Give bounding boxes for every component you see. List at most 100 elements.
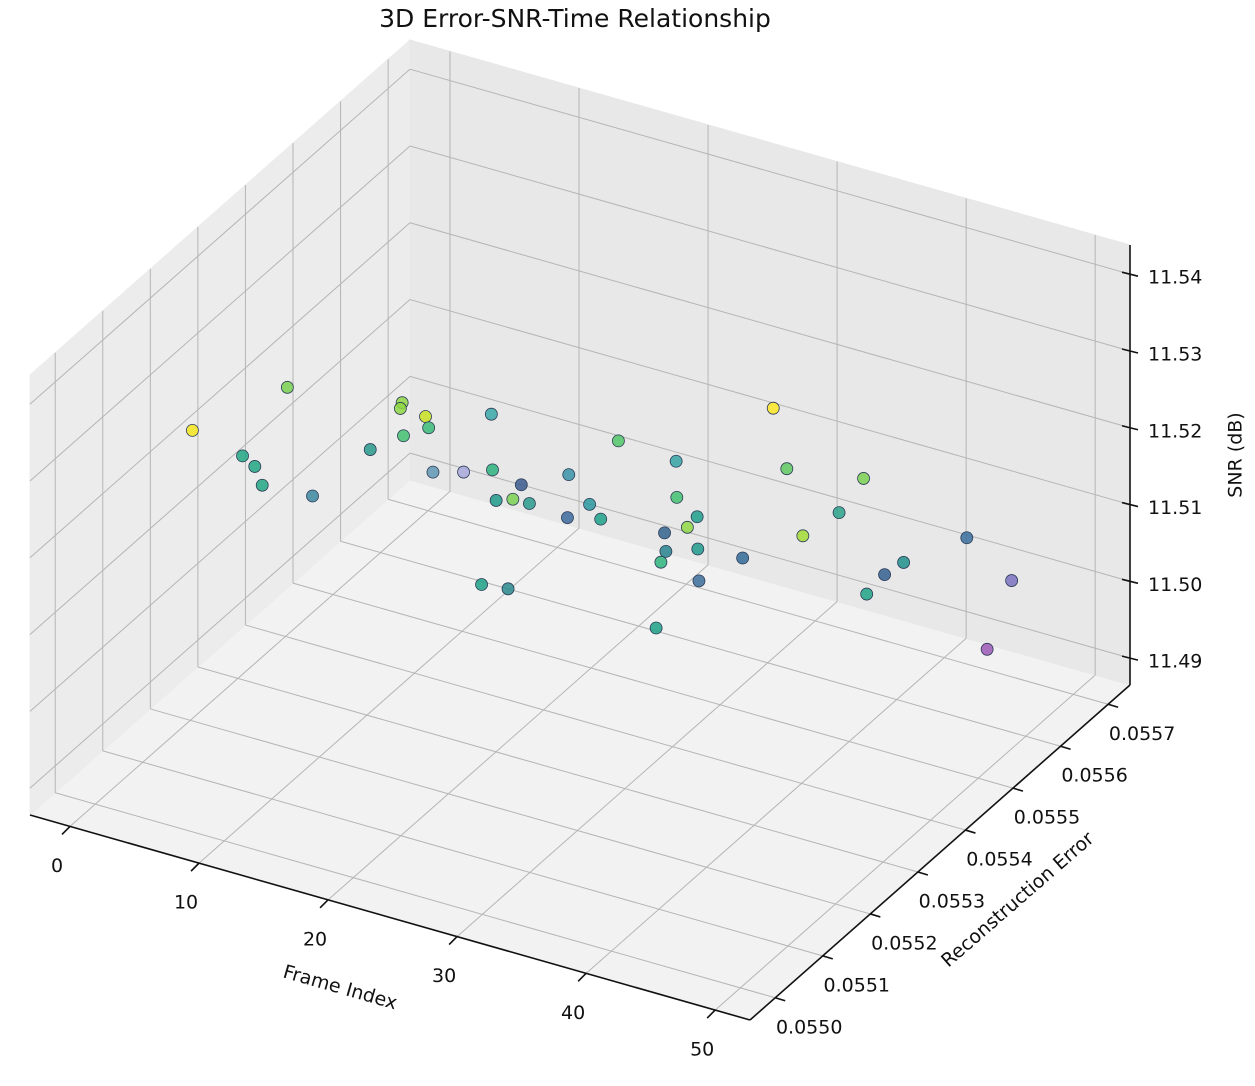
data-point bbox=[422, 421, 436, 435]
grid-line bbox=[245, 624, 966, 831]
y-tick bbox=[1012, 787, 1024, 792]
data-point bbox=[649, 621, 663, 635]
grid-line bbox=[585, 637, 967, 974]
grid-line bbox=[409, 222, 1131, 429]
y-tick bbox=[822, 955, 833, 960]
x-tick-label: 40 bbox=[561, 1002, 585, 1024]
y-tick-label: 0.0553 bbox=[919, 890, 985, 912]
data-point bbox=[561, 511, 574, 524]
data-point bbox=[397, 429, 410, 443]
x-tick-label: 10 bbox=[174, 892, 198, 914]
data-point bbox=[457, 465, 470, 479]
z-tick-label: 11.50 bbox=[1148, 574, 1202, 596]
data-point bbox=[736, 551, 750, 565]
z-tick-label: 11.53 bbox=[1148, 343, 1202, 365]
data-point bbox=[186, 423, 199, 437]
grid-line bbox=[456, 601, 838, 937]
data-point bbox=[860, 587, 874, 601]
grid-line bbox=[29, 375, 411, 712]
data-point bbox=[658, 526, 671, 540]
data-point bbox=[796, 529, 810, 543]
data-point bbox=[248, 460, 262, 473]
y-tick-label: 0.0557 bbox=[1109, 723, 1175, 745]
y-tick bbox=[1107, 703, 1119, 709]
y-tick bbox=[870, 913, 881, 918]
grid-line bbox=[150, 708, 871, 915]
data-point bbox=[501, 582, 515, 596]
data-point bbox=[419, 410, 432, 423]
y-tick-label: 0.0551 bbox=[824, 974, 890, 996]
y-axis bbox=[749, 684, 1131, 1021]
data-point bbox=[780, 462, 794, 476]
data-point bbox=[659, 544, 673, 558]
data-point bbox=[680, 520, 694, 534]
data-point bbox=[484, 407, 498, 421]
x-tick bbox=[319, 899, 329, 909]
data-point bbox=[980, 642, 994, 656]
data-point bbox=[306, 489, 319, 503]
data-point bbox=[897, 556, 910, 569]
y-tick bbox=[1060, 745, 1071, 750]
z-tick-label: 11.49 bbox=[1148, 651, 1202, 673]
grid-line bbox=[29, 145, 411, 482]
data-point bbox=[692, 574, 706, 588]
x-tick bbox=[61, 825, 71, 835]
x-axis bbox=[29, 814, 751, 1021]
x-tick-label: 50 bbox=[690, 1039, 714, 1061]
grid-line bbox=[714, 674, 1096, 1011]
data-point bbox=[236, 449, 249, 463]
z-tick-label: 11.54 bbox=[1148, 267, 1202, 289]
y-tick-label: 0.0552 bbox=[871, 932, 937, 954]
data-point bbox=[475, 578, 488, 591]
data-point bbox=[562, 468, 576, 482]
grid-line bbox=[29, 68, 411, 405]
x-tick bbox=[190, 862, 200, 872]
y-tick-label: 0.0550 bbox=[776, 1016, 842, 1038]
z-tick-label: 11.52 bbox=[1148, 420, 1202, 442]
x-tick bbox=[448, 936, 458, 946]
x-tick-label: 30 bbox=[432, 965, 456, 987]
grid-line bbox=[29, 299, 411, 635]
x-tick-label: 0 bbox=[51, 855, 63, 877]
x-tick bbox=[706, 1009, 716, 1019]
y-tick bbox=[965, 829, 976, 834]
grid-line bbox=[409, 68, 1131, 275]
data-point bbox=[393, 402, 407, 415]
data-point bbox=[583, 497, 597, 511]
data-point bbox=[363, 443, 377, 456]
grid-line bbox=[409, 145, 1131, 352]
grid-line bbox=[327, 564, 709, 901]
y-tick-label: 0.0556 bbox=[1061, 765, 1127, 787]
grid-line bbox=[198, 527, 580, 864]
z-axis-label: SNR (dB) bbox=[1225, 412, 1247, 497]
data-point bbox=[489, 494, 503, 507]
data-point bbox=[669, 454, 683, 468]
data-point bbox=[594, 512, 608, 526]
grid-line bbox=[197, 666, 919, 873]
grid-line bbox=[29, 222, 411, 559]
data-point bbox=[690, 510, 704, 524]
data-point bbox=[255, 478, 269, 492]
grid-line bbox=[409, 375, 1131, 582]
grid-line bbox=[387, 498, 1109, 705]
data-point bbox=[960, 531, 974, 545]
grid-line bbox=[409, 299, 1131, 506]
grid-line bbox=[29, 452, 411, 789]
x-tick-label: 20 bbox=[303, 928, 327, 950]
data-point bbox=[426, 465, 440, 479]
data-point bbox=[832, 506, 846, 520]
x-axis-label: Frame Index bbox=[281, 961, 400, 1015]
z-tick-label: 11.51 bbox=[1148, 497, 1202, 519]
data-point bbox=[670, 490, 684, 504]
data-point bbox=[506, 492, 520, 506]
grid-line bbox=[292, 582, 1014, 789]
data-point bbox=[766, 401, 780, 415]
x-tick bbox=[577, 972, 587, 982]
grid-line bbox=[409, 452, 1131, 659]
data-point bbox=[691, 542, 705, 556]
data-point bbox=[654, 555, 668, 569]
data-point bbox=[523, 497, 536, 510]
grid-line bbox=[55, 792, 776, 999]
y-tick-label: 0.0554 bbox=[966, 849, 1032, 871]
